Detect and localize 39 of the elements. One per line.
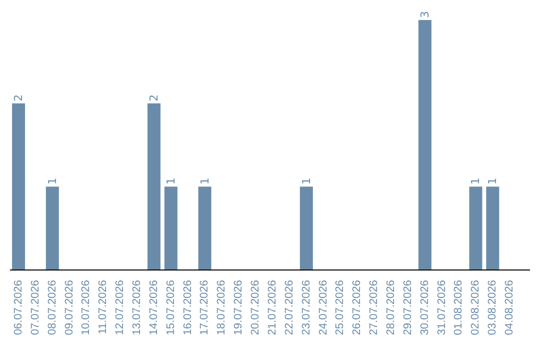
data-label: 1	[469, 178, 482, 185]
x-tick-label: 08.07.2026	[46, 280, 58, 336]
x-tick-label: 28.07.2026	[385, 280, 397, 336]
x-tick-label: 20.07.2026	[250, 280, 262, 336]
x-tick-label: 04.08.2026	[504, 280, 516, 336]
x-tick-label: 22.07.2026	[283, 280, 296, 336]
x-tick-label: 13.07.2026	[131, 280, 143, 336]
data-label: 1	[300, 178, 313, 185]
x-tick-label: 12.07.2026	[114, 280, 126, 336]
x-tick-label: 21.07.2026	[266, 280, 278, 336]
x-tick-label: 07.07.2026	[29, 280, 42, 336]
x-tick-label: 06.07.2026	[12, 280, 24, 336]
x-tick-label: 27.07.2026	[368, 280, 380, 336]
x-tick-label: 10.07.2026	[80, 280, 92, 336]
data-label: 3	[418, 11, 432, 18]
data-label: 1	[198, 178, 212, 185]
data-label: 1	[164, 178, 178, 185]
x-tick-label: 15.07.2026	[164, 280, 177, 336]
x-tick-label: 31.07.2026	[436, 280, 448, 336]
x-tick-label: 18.07.2026	[216, 280, 228, 336]
data-label: 1	[46, 178, 59, 185]
x-tick-label: 03.08.2026	[486, 280, 499, 336]
x-tick-label: 29.07.2026	[402, 280, 414, 336]
x-tick-label: 26.07.2026	[351, 280, 364, 336]
x-tick-label: 23.07.2026	[300, 280, 312, 336]
data-label: 1	[486, 178, 500, 185]
x-tick-label: 30.07.2026	[418, 280, 431, 336]
x-tick-label: 25.07.2026	[334, 280, 346, 336]
x-tick-label: 16.07.2026	[182, 280, 194, 336]
x-tick-label: 19.07.2026	[232, 280, 245, 336]
x-tick-label: 17.07.2026	[198, 280, 211, 336]
x-tick-label: 11.07.2026	[97, 280, 110, 334]
x-tick-label: 02.08.2026	[470, 280, 482, 336]
x-tick-label: 09.07.2026	[63, 280, 76, 336]
x-tick-label: 01.08.2026	[452, 280, 465, 336]
x-tick-label: 24.07.2026	[317, 280, 330, 336]
data-label: 2	[12, 94, 26, 102]
x-tick-label: 14.07.2026	[148, 280, 160, 336]
data-label: 2	[148, 94, 160, 102]
